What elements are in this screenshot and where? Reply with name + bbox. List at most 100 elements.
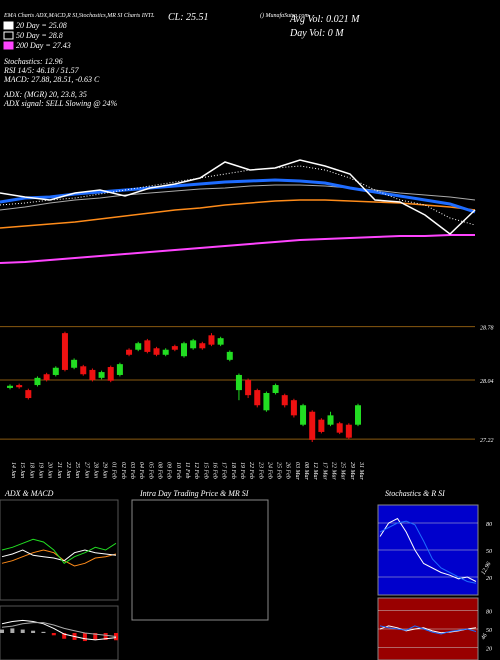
date-label: 01 Feb xyxy=(111,462,117,479)
line xyxy=(0,234,475,264)
title: EMA Charts ADX,MACD,R SI,Stochastics,MR … xyxy=(3,13,155,19)
date-label: 25 Mar xyxy=(340,462,346,480)
level-label: 28.78 xyxy=(480,326,494,332)
date-label: 24 Feb xyxy=(266,462,273,479)
candle-body xyxy=(98,372,105,378)
site: () MunafaSutra.com xyxy=(260,12,309,19)
stat: ADX: (MGR) 20, 23.8, 35 xyxy=(3,90,87,99)
level-label: 27.22 xyxy=(480,438,494,444)
date-label: 05 Feb xyxy=(147,462,153,479)
legend-swatch xyxy=(3,21,14,30)
avg-vol: Avg Vol: 0.021 M xyxy=(289,14,360,25)
stat: MACD: 27.88, 28.51, -0.63 C xyxy=(3,75,100,84)
legend-label: 50 Day = 28.8 xyxy=(16,31,63,40)
line xyxy=(1,538,117,564)
candle-body xyxy=(43,374,50,381)
histogram-bar xyxy=(114,633,118,641)
candle-body xyxy=(355,405,361,425)
histogram-bar xyxy=(41,631,46,633)
y-tick-label: 80 xyxy=(486,522,492,528)
candle-body xyxy=(162,349,169,355)
candle-body xyxy=(217,338,224,345)
date-label: 22 Mar xyxy=(331,462,337,480)
date-label: 15 Feb xyxy=(202,462,208,479)
candle-body xyxy=(327,415,334,425)
histogram-bar xyxy=(93,633,98,640)
day-vol: Day Vol: 0 M xyxy=(289,28,344,39)
candle-body xyxy=(245,380,252,396)
legend-label: 20 Day = 25.08 xyxy=(16,21,67,30)
histogram-bar xyxy=(10,628,15,633)
y-tick-label: 50 xyxy=(486,628,492,634)
y-tick-label: 80 xyxy=(486,609,492,615)
candle-body xyxy=(235,374,242,391)
candle-body xyxy=(190,340,197,349)
date-label: 03 Feb xyxy=(129,462,135,479)
line xyxy=(0,199,476,229)
line xyxy=(1,619,117,641)
date-label: 03 Mar xyxy=(294,462,300,480)
date-label: 04 Feb xyxy=(138,462,145,479)
line xyxy=(0,184,476,211)
candle-body xyxy=(52,367,59,375)
level-label: 28.04 xyxy=(480,378,494,385)
date-label: 21 Jan xyxy=(56,462,62,478)
candle-body xyxy=(226,351,233,360)
candle-body xyxy=(135,343,142,350)
candle-body xyxy=(80,366,87,375)
date-label: 10 Feb xyxy=(175,462,181,479)
line xyxy=(0,178,476,214)
candle-body xyxy=(107,367,114,381)
candle-body xyxy=(34,377,41,386)
histogram-bar xyxy=(20,629,25,633)
legend-swatch xyxy=(3,31,14,40)
candle-body xyxy=(7,385,13,388)
date-label: 20 Jan xyxy=(47,462,53,478)
histogram-bar xyxy=(31,630,36,633)
date-label: 11 Feb xyxy=(184,462,190,478)
date-label: 26 Feb xyxy=(285,462,291,479)
candle-body xyxy=(254,390,261,406)
date-label: 02 Feb xyxy=(120,462,126,479)
histogram-bar xyxy=(103,633,108,640)
intraday-box xyxy=(131,499,269,621)
date-label: 19 Feb xyxy=(239,462,245,479)
date-label: 12 Feb xyxy=(193,462,199,479)
stat: Stochastics: 12.96 xyxy=(4,57,63,66)
date-label: 29 Jan xyxy=(102,462,108,478)
date-label: 18 Feb xyxy=(230,462,236,479)
candle-body xyxy=(281,395,288,406)
date-label: 08 Feb xyxy=(157,462,163,479)
date-label: 09 Feb xyxy=(166,462,172,479)
stat: RSI 14/5: 46.18 / 51.57 xyxy=(3,66,80,75)
panel-box xyxy=(0,499,119,601)
panel-title: Intra Day Trading Price & MR SI xyxy=(139,489,249,498)
candle-body xyxy=(144,340,151,352)
y-tick-label: 20 xyxy=(486,576,492,582)
date-label: 19 Jan xyxy=(37,462,43,478)
y-tick-label: 50 xyxy=(486,549,492,555)
date-label: 22 Jan xyxy=(65,462,71,478)
date-label: 27 Jan xyxy=(83,462,89,478)
candle-body xyxy=(336,423,343,433)
date-label: 25 Jan xyxy=(74,462,80,478)
histogram-bar xyxy=(62,633,67,639)
date-label: 18 Jan xyxy=(28,462,34,478)
date-label: 14 Jan xyxy=(10,462,17,478)
candle-body xyxy=(300,405,307,425)
value-label: 12.96 xyxy=(481,561,493,576)
candle-body xyxy=(171,346,178,350)
candle-body xyxy=(263,392,270,411)
candle-body xyxy=(199,343,206,349)
line xyxy=(1,549,117,562)
line xyxy=(379,517,477,582)
line xyxy=(379,625,477,634)
date-label: 15 Jan xyxy=(19,462,25,478)
candle-body xyxy=(25,390,32,399)
candle-body xyxy=(16,385,23,388)
candle-body xyxy=(89,369,96,381)
candle-body xyxy=(61,333,68,370)
date-label: 31 Mar xyxy=(358,461,364,480)
date-label: 08 Mar xyxy=(303,462,309,480)
